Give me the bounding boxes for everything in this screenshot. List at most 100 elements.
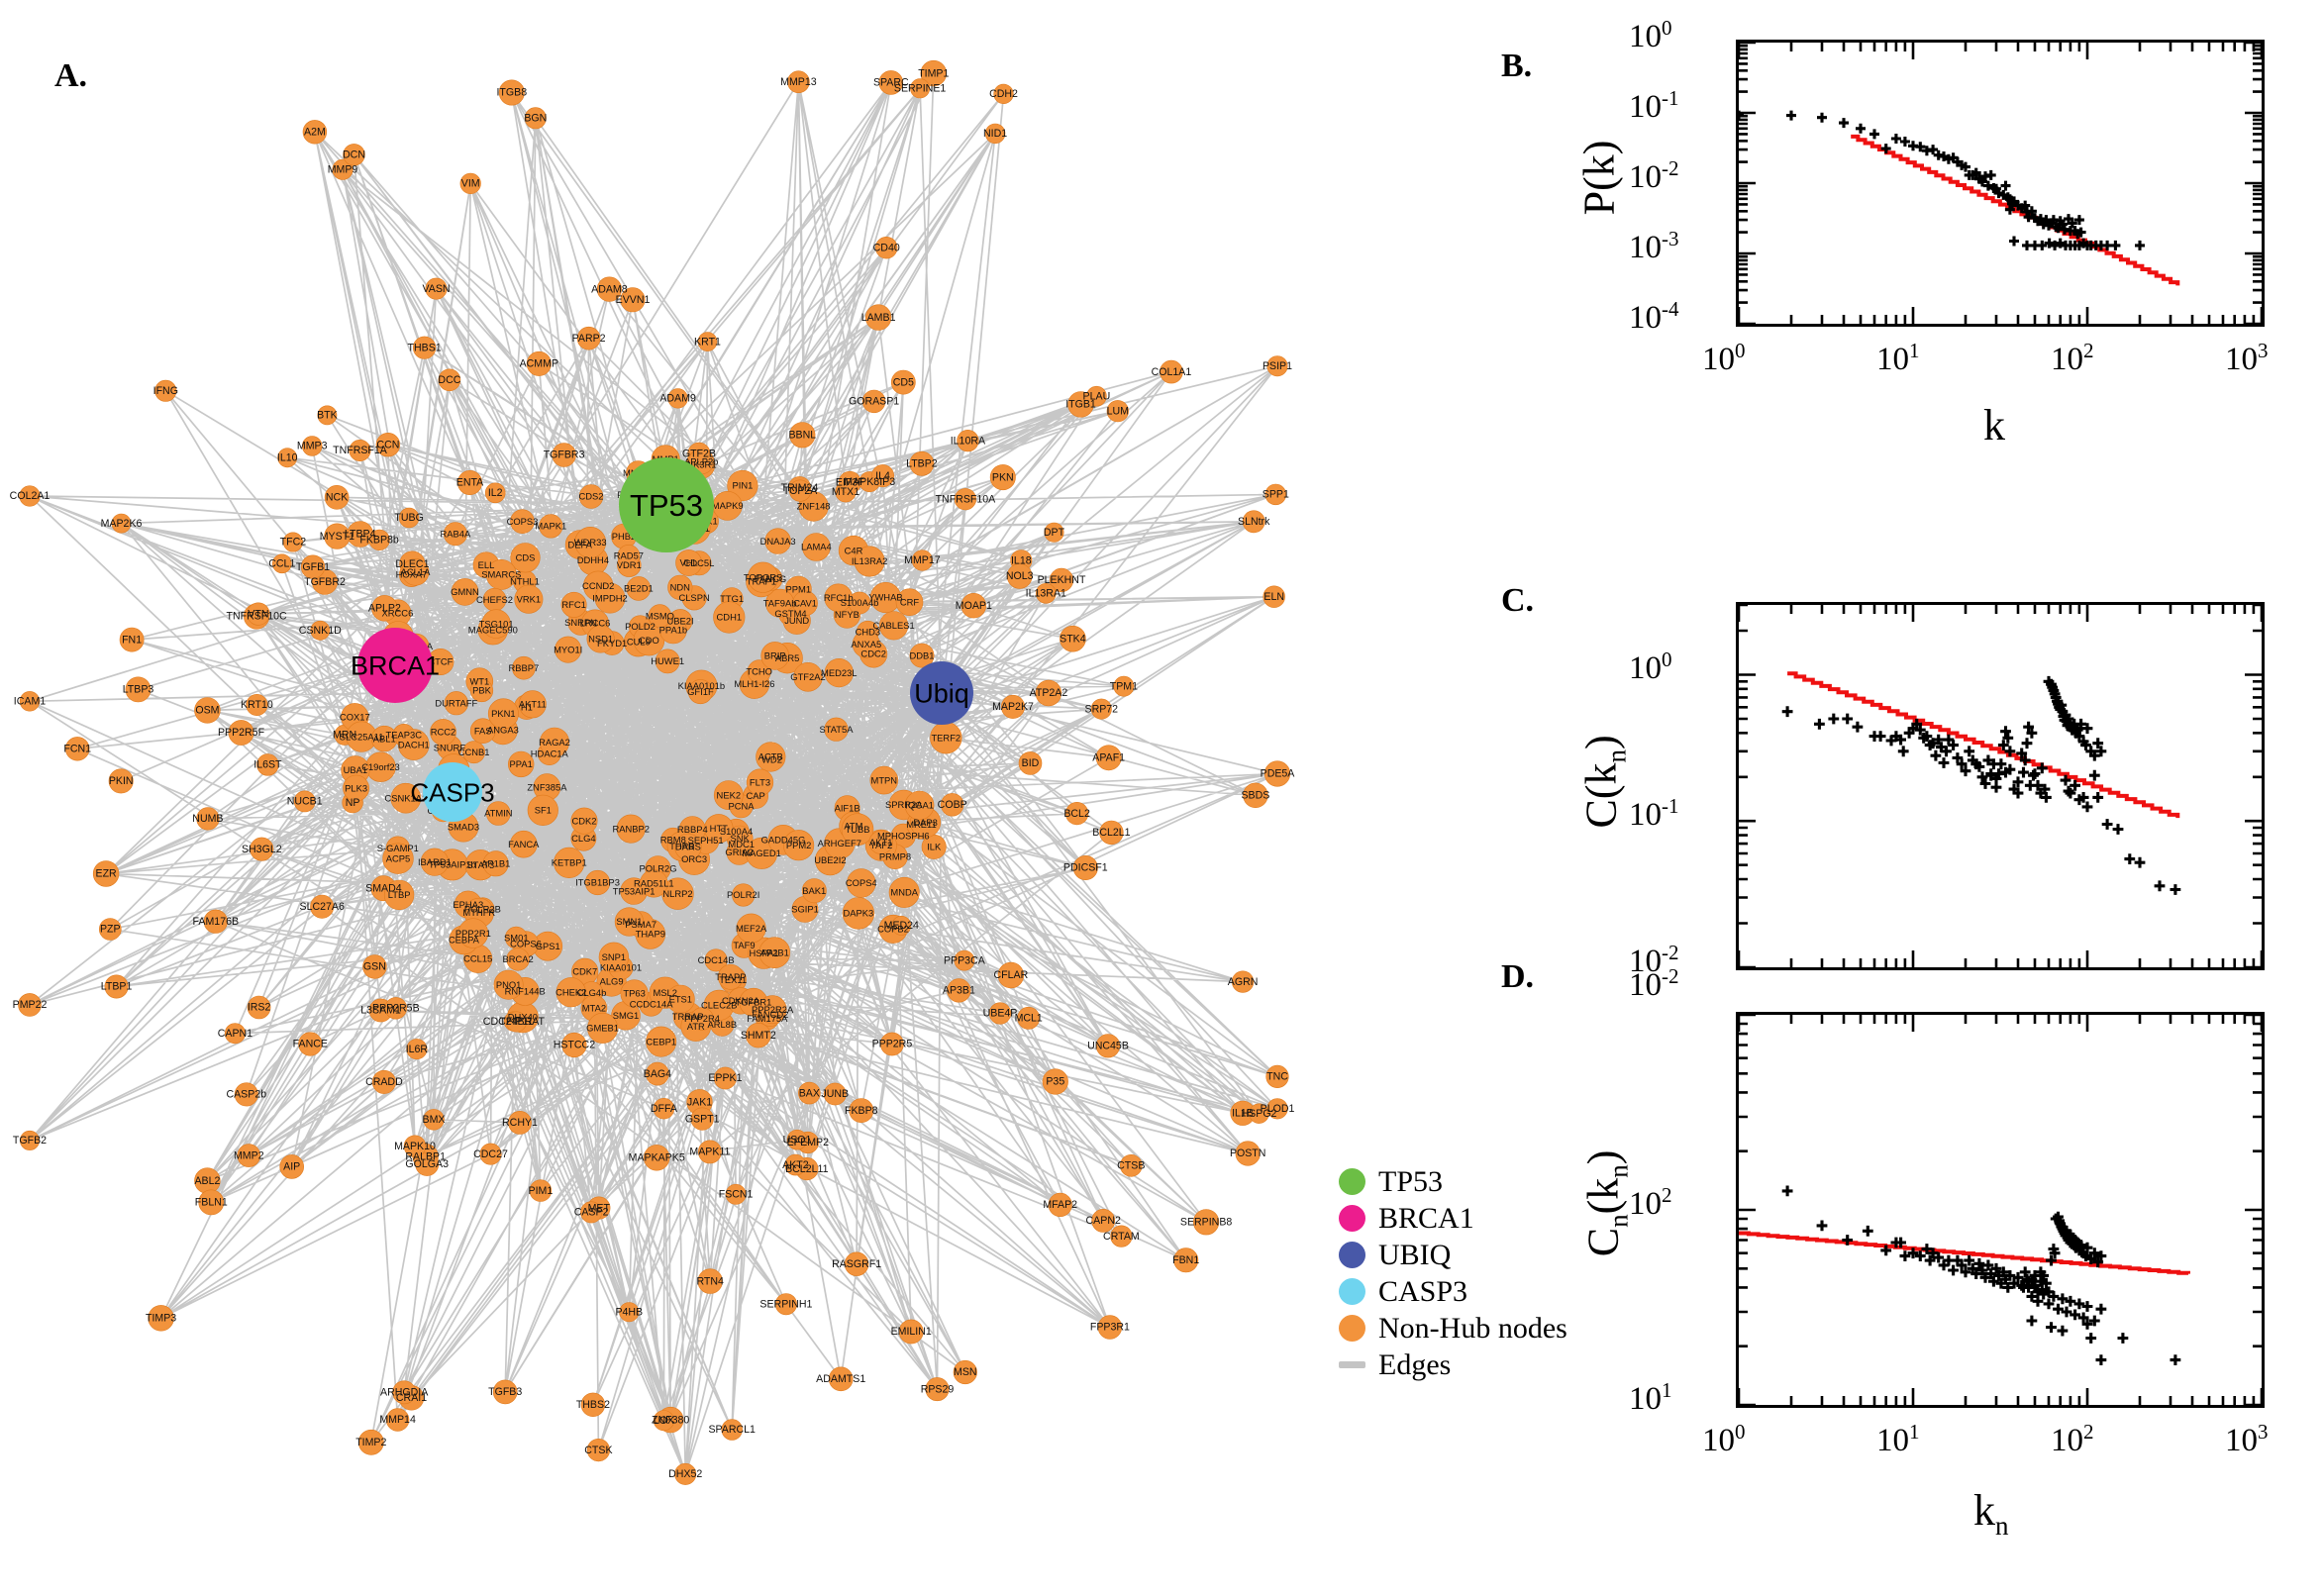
svg-text:CHEK2: CHEK2	[556, 986, 586, 997]
svg-text:CEBP1: CEBP1	[646, 1036, 676, 1047]
svg-text:CLG4: CLG4	[571, 833, 596, 844]
svg-text:CABLES1: CABLES1	[872, 620, 914, 631]
svg-text:ADAM9: ADAM9	[659, 393, 696, 405]
svg-text:DFFA: DFFA	[651, 1103, 678, 1115]
svg-text:MDC1: MDC1	[728, 839, 755, 849]
svg-text:TNFRSF10C: TNFRSF10C	[226, 611, 287, 623]
svg-text:PARP2: PARP2	[572, 333, 606, 345]
svg-text:KRT10: KRT10	[241, 699, 273, 711]
svg-text:RAD57: RAD57	[614, 550, 644, 561]
svg-text:ANGA3: ANGA3	[487, 724, 519, 735]
svg-text:RANBP2: RANBP2	[612, 823, 650, 834]
panel-c-ytick--1: 10-1	[1629, 794, 1679, 834]
panel-b-canvas	[1739, 43, 2264, 326]
svg-text:PPP2R5F: PPP2R5F	[218, 727, 265, 739]
svg-text:ELN: ELN	[1263, 591, 1284, 603]
legend-item-edges[interactable]: Edges	[1339, 1347, 1567, 1383]
svg-text:CUL9: CUL9	[627, 637, 651, 648]
svg-text:LUM: LUM	[1107, 405, 1129, 417]
svg-text:BCL2L11: BCL2L11	[785, 1163, 828, 1175]
svg-text:MCL1: MCL1	[1015, 1013, 1043, 1025]
svg-text:ACP5: ACP5	[386, 852, 411, 863]
panel-b-xtick-2: 102	[2051, 339, 2094, 377]
svg-text:CCND2: CCND2	[582, 580, 614, 591]
legend-item-ubiq[interactable]: UBIQ	[1339, 1237, 1567, 1273]
svg-text:NFYB: NFYB	[835, 609, 859, 620]
svg-text:RAGA2: RAGA2	[539, 737, 570, 748]
svg-text:PSIP1: PSIP1	[1262, 360, 1292, 372]
legend-item-tp53[interactable]: TP53	[1339, 1163, 1567, 1200]
svg-text:NLRP2: NLRP2	[662, 888, 692, 899]
svg-text:A2M: A2M	[304, 127, 326, 139]
svg-text:DCN: DCN	[343, 150, 365, 161]
svg-text:TRIM24: TRIM24	[781, 482, 819, 494]
svg-text:NTHL1: NTHL1	[510, 576, 540, 587]
panel-d-xtick-3: 103	[2225, 1420, 2269, 1458]
svg-text:MRN: MRN	[333, 730, 356, 742]
svg-text:MAPK8IP3: MAPK8IP3	[844, 476, 895, 488]
legend-swatch-casp3	[1339, 1278, 1365, 1305]
svg-text:CDH2: CDH2	[989, 88, 1018, 100]
legend-item-brca1[interactable]: BRCA1	[1339, 1200, 1567, 1237]
svg-text:TIMP3: TIMP3	[146, 1313, 176, 1325]
svg-text:SPRR2A: SPRR2A	[885, 799, 923, 810]
svg-text:SPARCL1: SPARCL1	[708, 1424, 756, 1436]
panel-d-plot[interactable]	[1736, 1012, 2265, 1408]
svg-text:HTT: HTT	[710, 823, 728, 834]
svg-text:DHX52: DHX52	[668, 1468, 702, 1480]
svg-text:FPP3R1: FPP3R1	[1090, 1322, 1130, 1334]
svg-text:PKN: PKN	[992, 471, 1014, 483]
svg-text:CCNB1: CCNB1	[458, 747, 490, 757]
svg-text:CAPN2: CAPN2	[1086, 1215, 1121, 1227]
svg-text:TUBB: TUBB	[845, 824, 869, 835]
legend-item-casp3[interactable]: CASP3	[1339, 1273, 1567, 1310]
svg-text:TRAP1: TRAP1	[747, 576, 776, 587]
panel-b-plot[interactable]	[1736, 40, 2265, 327]
svg-text:PIM1: PIM1	[529, 1185, 554, 1197]
legend-item-nonhub[interactable]: Non-Hub nodes	[1339, 1310, 1567, 1347]
svg-text:MED24: MED24	[884, 920, 919, 932]
legend-label-casp3: CASP3	[1378, 1274, 1468, 1308]
svg-text:CHD3: CHD3	[856, 627, 881, 638]
svg-text:STK4: STK4	[1060, 633, 1086, 645]
svg-text:BCL2L1: BCL2L1	[1092, 827, 1130, 839]
panel-c-plot[interactable]	[1736, 602, 2265, 970]
svg-text:ALG9: ALG9	[600, 976, 624, 987]
svg-text:TNFRSF1A: TNFRSF1A	[333, 445, 388, 456]
svg-text:ITGB1: ITGB1	[1065, 399, 1096, 411]
svg-text:CCL1: CCL1	[268, 558, 295, 570]
svg-text:IL6R: IL6R	[406, 1044, 429, 1055]
svg-text:WDR33: WDR33	[574, 537, 607, 548]
svg-text:ATM: ATM	[844, 820, 862, 831]
svg-text:RPS29: RPS29	[921, 1383, 955, 1395]
panel-d-xaxis-title: kn	[1973, 1486, 2009, 1541]
svg-text:IL13RA1: IL13RA1	[1026, 588, 1066, 600]
svg-text:GORASP1: GORASP1	[849, 396, 899, 408]
svg-text:IFNG: IFNG	[153, 385, 178, 397]
svg-text:PBK: PBK	[472, 685, 492, 696]
svg-text:EFEMP2: EFEMP2	[787, 1137, 829, 1148]
svg-text:C19orf23: C19orf23	[361, 761, 400, 772]
svg-text:NEK2: NEK2	[717, 789, 742, 800]
svg-text:CDC27: CDC27	[473, 1148, 508, 1160]
svg-text:PPP2R5B: PPP2R5B	[372, 1003, 420, 1015]
panel-c-letter: C.	[1501, 582, 1535, 619]
svg-text:SLNtrk: SLNtrk	[1238, 516, 1270, 528]
svg-text:FANCD2: FANCD2	[752, 1009, 788, 1020]
svg-text:IL1B: IL1B	[1232, 1108, 1254, 1120]
svg-text:FANCE: FANCE	[293, 1039, 328, 1050]
svg-text:CCDC14A: CCDC14A	[630, 998, 674, 1009]
legend-swatch-ubiq	[1339, 1242, 1365, 1268]
legend-swatch-tp53	[1339, 1168, 1365, 1195]
panel-a-network: A. ARL8B TAF9 RBM8 GRIA2 ALG9 MAGED1 MDC1 CCDC1…	[0, 0, 1465, 1596]
svg-text:BRCA2: BRCA2	[502, 953, 533, 964]
svg-text:FLT3: FLT3	[750, 776, 770, 787]
svg-text:SMARCS: SMARCS	[481, 569, 521, 580]
svg-text:CDC2: CDC2	[860, 648, 886, 659]
svg-text:MLH1-I26: MLH1-I26	[734, 678, 774, 689]
svg-text:PLEKHNT: PLEKHNT	[1038, 574, 1086, 586]
svg-text:EZR: EZR	[96, 868, 118, 880]
svg-text:THBS1: THBS1	[408, 342, 442, 353]
svg-text:ABL1: ABL1	[373, 733, 396, 744]
